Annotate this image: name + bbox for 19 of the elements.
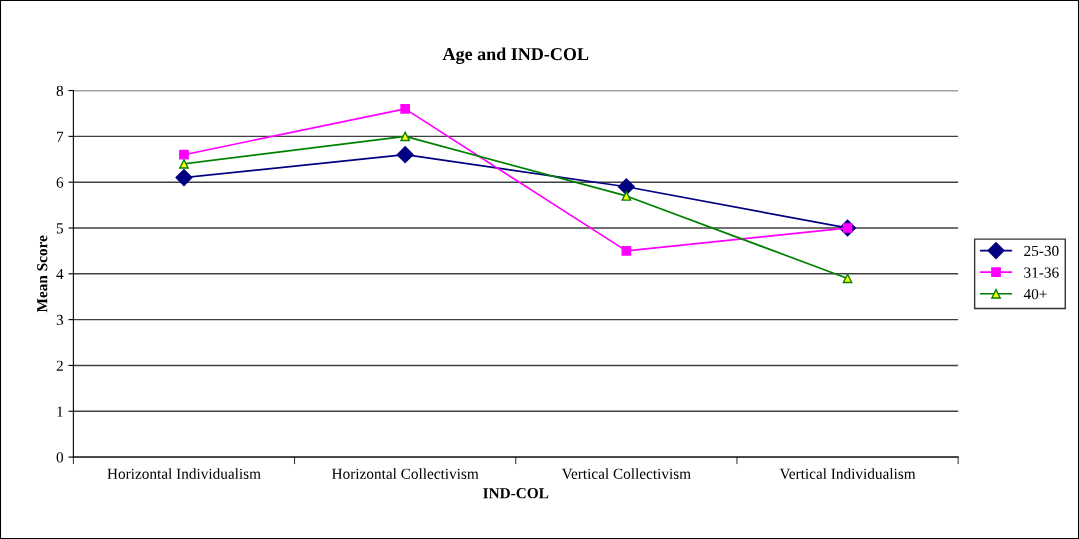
x-tick-label: Vertical Individualism [779,468,916,480]
legend-label: 25-30 [1024,245,1059,257]
y-tick-label: 6 [56,177,64,188]
legend-label: 31-36 [1024,267,1059,278]
y-tick-label: 7 [57,131,64,142]
y-tick-label: 2 [56,360,63,371]
x-tick-label: Vertical Collectivism [561,468,691,480]
y-axis-title: Mean Score [37,235,48,313]
x-tick-label: Horizontal Individualism [107,468,261,479]
x-tick-label: Horizontal Collectivism [331,468,479,479]
y-tick-label: 0 [56,452,64,463]
y-tick-label: 4 [56,269,64,280]
chart-title: Age and IND-COL [442,47,589,64]
y-tick-label: 5 [56,223,64,234]
legend-label: 40+ [1023,288,1047,300]
y-tick-label: 8 [56,85,64,96]
y-tick-label: 1 [57,406,63,417]
y-tick-label: 3 [56,314,64,326]
x-axis-title: IND-COL [483,488,549,499]
